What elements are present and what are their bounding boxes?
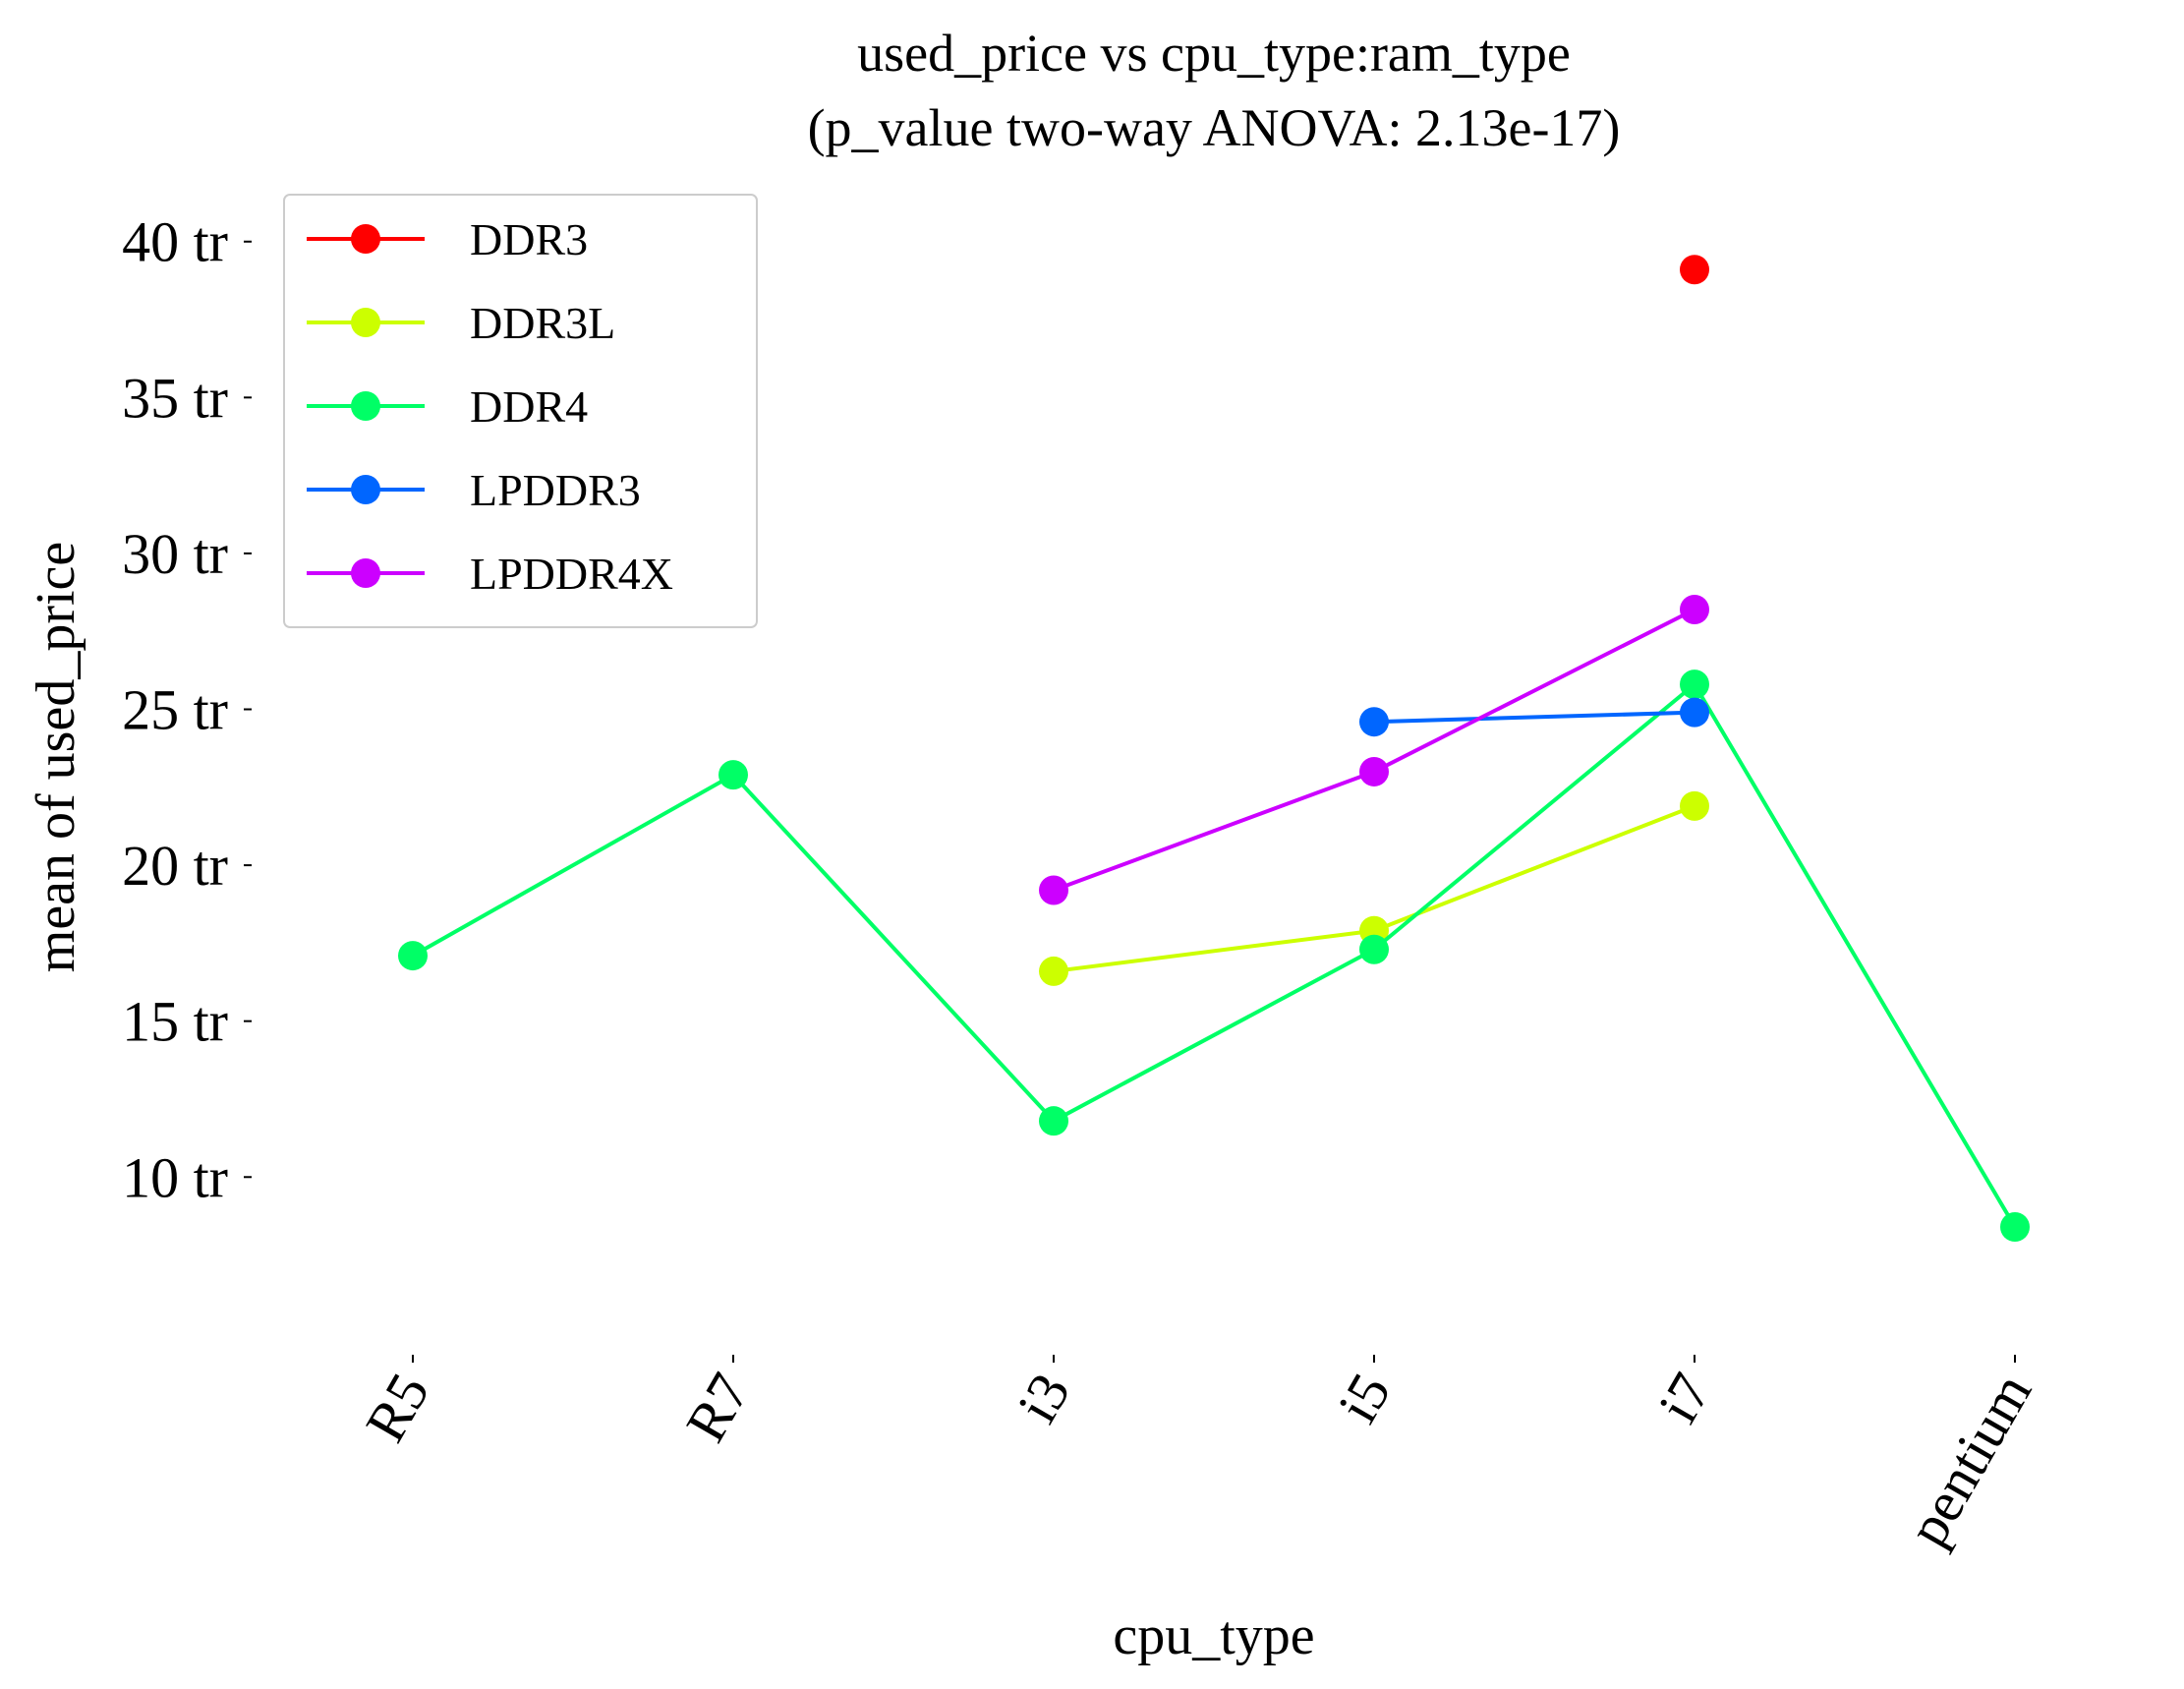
data-point-ddr3: [1680, 255, 1709, 285]
series-line-lpddr4x: [1053, 608, 1695, 893]
x-axis-label: cpu_type: [1113, 1605, 1314, 1666]
legend-label: DDR3L: [470, 298, 615, 348]
data-point-lpddr3: [1359, 707, 1389, 737]
y-tick-label: 15 tr: [122, 990, 228, 1054]
legend-label: LPDDR3: [470, 465, 641, 515]
series-line-ddr4: [412, 682, 2017, 1229]
series-line-lpddr3: [1373, 710, 1695, 725]
x-tick-label: R5: [353, 1363, 441, 1452]
legend-swatch-marker: [351, 224, 380, 254]
data-point-ddr3l: [1039, 956, 1068, 986]
x-tick-label: R7: [673, 1363, 762, 1452]
y-tick-label: 20 tr: [122, 834, 228, 898]
data-point-ddr4: [2000, 1212, 2030, 1243]
legend: DDR3 DDR3L DDR4 LPDDR3 LPDDR4X: [283, 194, 758, 628]
data-point-lpddr4x: [1359, 756, 1389, 786]
data-point-lpddr4x: [1039, 875, 1068, 905]
chart-subtitle: (p_value two-way ANOVA: 2.13e-17): [808, 98, 1621, 157]
y-tick-label: 25 tr: [122, 678, 228, 742]
x-axis-ticks: R5 R7 i3 i5 i7 pentium: [353, 1355, 2043, 1556]
y-tick-label: 30 tr: [122, 522, 228, 586]
legend-swatch-marker: [351, 475, 380, 504]
data-point-ddr4: [398, 941, 428, 971]
legend-label: LPDDR4X: [470, 549, 673, 599]
series-ddr4: [398, 670, 2030, 1243]
legend-box: [283, 194, 758, 628]
y-tick-label: 35 tr: [122, 366, 228, 430]
y-axis-label: mean of used_price: [26, 542, 86, 972]
series-ddr3: [1680, 255, 1709, 285]
data-point-ddr4: [1680, 670, 1709, 700]
data-point-ddr4: [1039, 1106, 1068, 1136]
series-lpddr3: [1359, 697, 1709, 737]
legend-label: DDR3: [470, 214, 588, 264]
y-tick-label: 40 tr: [122, 210, 228, 274]
data-point-lpddr4x: [1680, 595, 1709, 625]
y-axis-ticks: 10 tr 15 tr 20 tr 25 tr 30 tr 35 tr 40 tr: [122, 210, 252, 1209]
x-tick-label: i3: [1005, 1363, 1082, 1433]
legend-label: DDR4: [470, 381, 588, 432]
series-ddr3l: [1039, 790, 1709, 986]
series-layer: [398, 255, 2030, 1243]
x-tick-label: pentium: [1895, 1363, 2043, 1556]
legend-swatch-marker: [351, 558, 380, 588]
legend-swatch-marker: [351, 308, 380, 337]
data-point-ddr3l: [1680, 790, 1709, 821]
x-tick-label: i5: [1325, 1363, 1403, 1433]
series-lpddr4x: [1039, 595, 1709, 905]
data-point-ddr4: [718, 760, 748, 790]
legend-swatch-marker: [351, 391, 380, 421]
chart-title: used_price vs cpu_type:ram_type: [857, 24, 1571, 83]
y-tick-label: 10 tr: [122, 1145, 228, 1209]
data-point-ddr4: [1359, 934, 1389, 964]
x-tick-label: i7: [1645, 1363, 1723, 1433]
data-point-lpddr3: [1680, 697, 1709, 728]
